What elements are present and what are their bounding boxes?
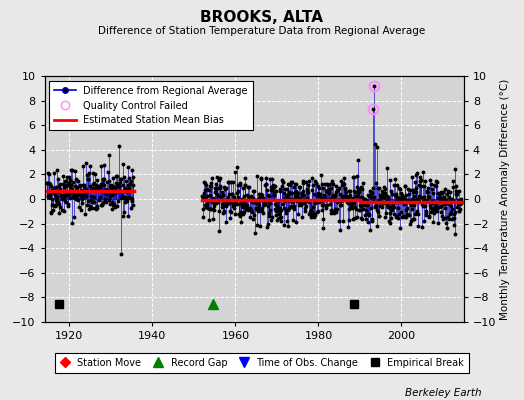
Legend: Difference from Regional Average, Quality Control Failed, Estimated Station Mean: Difference from Regional Average, Qualit… [49, 81, 253, 130]
Text: BROOKS, ALTA: BROOKS, ALTA [201, 10, 323, 25]
Legend: Station Move, Record Gap, Time of Obs. Change, Empirical Break: Station Move, Record Gap, Time of Obs. C… [55, 353, 469, 372]
Text: Berkeley Earth: Berkeley Earth [406, 388, 482, 398]
Y-axis label: Monthly Temperature Anomaly Difference (°C): Monthly Temperature Anomaly Difference (… [500, 78, 510, 320]
Text: Difference of Station Temperature Data from Regional Average: Difference of Station Temperature Data f… [99, 26, 425, 36]
